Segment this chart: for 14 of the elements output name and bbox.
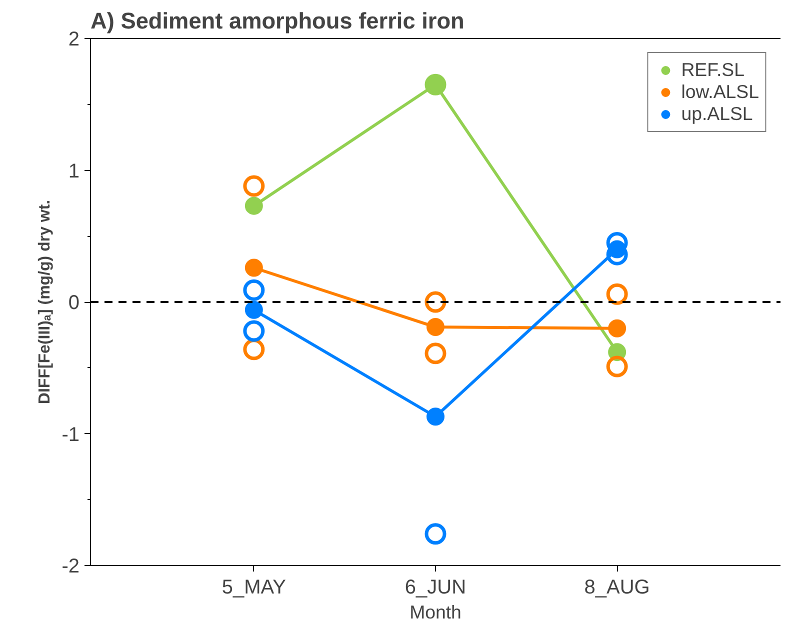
chart-title: A) Sediment amorphous ferric iron (90, 8, 464, 34)
y-tick-label: 0 (68, 292, 80, 314)
x-tick-label: 6_JUN (404, 576, 466, 598)
legend-label: up.ALSL (681, 103, 753, 125)
y-tick-label: -1 (62, 424, 80, 446)
y-tick-label: 1 (68, 160, 80, 182)
y-axis-title: DIFF[Fe(III)ₐ] (mg/g) dry wt. (36, 200, 54, 404)
x-tick-label: 8_AUG (584, 576, 650, 598)
legend-label: low.ALSL (681, 81, 759, 103)
y-tick-label: 2 (68, 28, 80, 50)
x-tick-label: 5_MAY (222, 576, 286, 598)
legend-label: REF.SL (681, 59, 744, 81)
y-tick-label: -2 (62, 556, 80, 578)
x-axis-title: Month (410, 602, 462, 622)
